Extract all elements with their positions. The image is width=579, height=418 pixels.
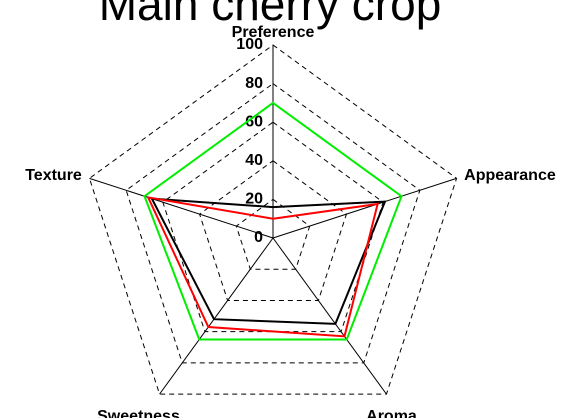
category-label: Preference	[232, 24, 315, 41]
axis-line	[272, 177, 457, 239]
axis-line	[89, 177, 274, 239]
category-label: Sweetness	[97, 408, 180, 418]
grid-ring	[125, 82, 421, 364]
axis-line	[272, 237, 387, 395]
category-label: Aroma	[366, 408, 417, 418]
tick-label: 20	[245, 191, 263, 208]
tick-label: 100	[236, 36, 263, 53]
tick-label: 40	[245, 152, 263, 169]
grid-ring	[88, 44, 458, 395]
grid-ring	[162, 121, 384, 333]
series-line	[146, 196, 379, 338]
tick-label: 0	[254, 229, 263, 246]
tick-label: 80	[245, 75, 263, 92]
grid-ring	[198, 160, 348, 301]
grid-ring	[235, 198, 311, 270]
category-label: Appearance	[464, 167, 556, 184]
axis-line	[159, 237, 274, 395]
category-label: Texture	[25, 167, 82, 184]
series-line	[143, 101, 403, 341]
chart-title: Main cherry crop	[99, 0, 442, 30]
series-line	[150, 197, 387, 325]
tick-label: 60	[245, 113, 263, 130]
